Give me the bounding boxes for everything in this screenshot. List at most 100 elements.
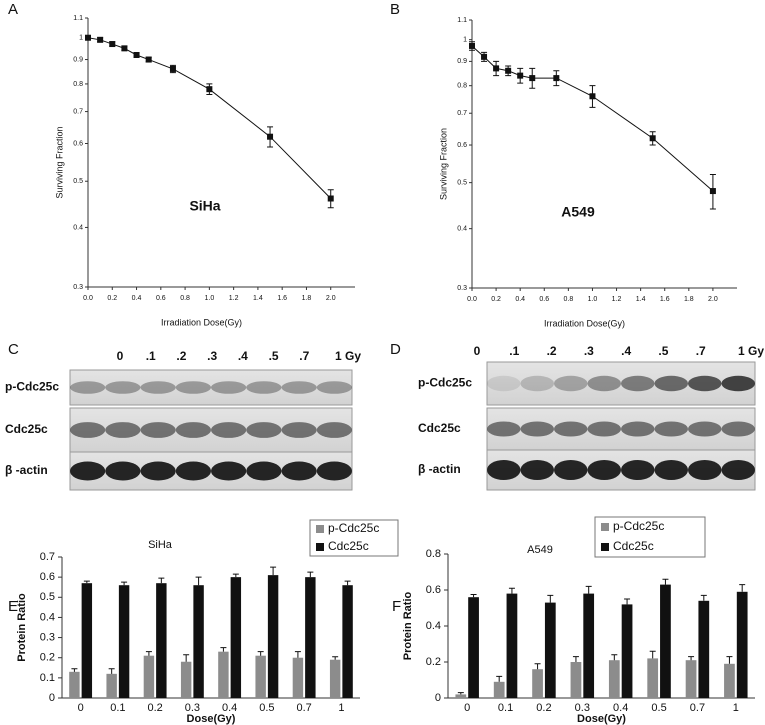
x-tick-label: 0.5 bbox=[651, 702, 666, 714]
x-tick-label: 1.4 bbox=[636, 296, 646, 303]
bar bbox=[180, 661, 192, 698]
error-bar bbox=[662, 578, 669, 585]
lane-label: .5 bbox=[658, 344, 668, 358]
x-tick-label: 0.3 bbox=[185, 702, 200, 714]
y-tick-label: 0.7 bbox=[73, 108, 83, 115]
y-tick-label: 0.4 bbox=[40, 611, 55, 623]
band bbox=[281, 422, 317, 438]
band bbox=[140, 422, 176, 438]
row-label: β -actin bbox=[5, 463, 48, 477]
bar bbox=[292, 657, 304, 698]
error-bar bbox=[121, 581, 128, 586]
band bbox=[721, 421, 755, 437]
marker bbox=[709, 188, 716, 195]
band bbox=[211, 381, 247, 394]
error-bar bbox=[83, 580, 90, 584]
bar bbox=[468, 597, 479, 698]
error-bar bbox=[739, 584, 746, 592]
x-axis-label: Dose(Gy) bbox=[577, 713, 626, 725]
x-tick-label: 0.4 bbox=[132, 295, 142, 302]
band bbox=[688, 460, 722, 480]
y-tick-label: 0.6 bbox=[73, 140, 83, 147]
lane-label: .4 bbox=[621, 344, 631, 358]
bar bbox=[506, 593, 518, 698]
bar bbox=[724, 663, 735, 698]
error-bar bbox=[496, 675, 503, 682]
x-tick-label: 1 bbox=[733, 702, 739, 714]
marker bbox=[517, 72, 524, 79]
band bbox=[316, 381, 352, 394]
y-tick-label: 0.1 bbox=[40, 672, 55, 684]
legend-box bbox=[309, 519, 399, 557]
panel-label: C bbox=[8, 341, 19, 358]
y-axis-label: Protein Ratio bbox=[402, 591, 414, 660]
x-tick-label: 0.1 bbox=[498, 702, 513, 714]
band bbox=[140, 381, 176, 394]
bar bbox=[698, 600, 710, 698]
band bbox=[316, 461, 352, 481]
bar bbox=[583, 593, 595, 698]
x-tick-label: 1 bbox=[338, 702, 344, 714]
band bbox=[688, 375, 722, 392]
bar bbox=[156, 583, 167, 698]
x-tick-label: 0.6 bbox=[156, 295, 166, 302]
y-tick-label: 0.7 bbox=[457, 110, 467, 117]
band bbox=[70, 422, 106, 438]
bar bbox=[143, 655, 155, 698]
band bbox=[211, 461, 247, 481]
lane-label: .2 bbox=[547, 344, 557, 358]
x-tick-label: 0 bbox=[464, 702, 470, 714]
band bbox=[621, 421, 655, 437]
panel-label: E bbox=[8, 598, 18, 615]
bar bbox=[230, 577, 242, 698]
bar bbox=[736, 591, 748, 698]
band bbox=[621, 375, 655, 392]
x-tick-label: 0.0 bbox=[467, 296, 477, 303]
marker bbox=[493, 65, 500, 72]
fit-curve bbox=[87, 37, 332, 199]
error-bar bbox=[700, 594, 707, 601]
error-bar bbox=[457, 692, 464, 695]
lane-label: 0 bbox=[474, 344, 481, 358]
x-tick-label: 1.8 bbox=[684, 296, 694, 303]
band bbox=[654, 375, 688, 392]
marker bbox=[267, 133, 274, 140]
x-tick-label: 1.2 bbox=[229, 295, 239, 302]
y-tick-label: 0.6 bbox=[457, 142, 467, 149]
band bbox=[520, 460, 554, 480]
y-tick-label: 0.5 bbox=[40, 591, 55, 603]
x-tick-label: 0 bbox=[78, 702, 84, 714]
error-bar bbox=[294, 651, 301, 658]
bar bbox=[267, 575, 279, 698]
lane-label: 1 Gy bbox=[738, 344, 764, 358]
y-axis-label: Protein Ratio bbox=[16, 593, 28, 662]
x-tick-label: 0.7 bbox=[690, 702, 705, 714]
error-bar bbox=[307, 571, 314, 578]
x-tick-label: 2.0 bbox=[708, 296, 718, 303]
error-bar bbox=[534, 663, 541, 670]
x-tick-label: 0.2 bbox=[107, 295, 117, 302]
y-tick-label: 0.8 bbox=[73, 81, 83, 88]
y-tick-label: 1.1 bbox=[457, 17, 467, 24]
band bbox=[211, 422, 247, 438]
error-bar bbox=[547, 594, 554, 603]
y-tick-label: 0.2 bbox=[426, 656, 441, 668]
panel-label: F bbox=[392, 598, 401, 615]
marker bbox=[109, 41, 116, 48]
error-bar bbox=[624, 598, 631, 605]
bar bbox=[608, 660, 620, 698]
y-tick-label: 1 bbox=[79, 35, 83, 42]
bar bbox=[621, 604, 633, 698]
bar bbox=[81, 583, 93, 698]
lane-label: 0 bbox=[117, 349, 124, 363]
error-bar bbox=[585, 585, 592, 594]
panel-label: A bbox=[8, 1, 18, 18]
x-tick-label: 0.0 bbox=[83, 295, 93, 302]
y-tick-label: 0.8 bbox=[457, 83, 467, 90]
band bbox=[721, 375, 755, 392]
bar bbox=[660, 584, 671, 698]
band bbox=[621, 460, 655, 480]
error-bar bbox=[158, 577, 165, 584]
marker bbox=[85, 34, 91, 41]
error-bar bbox=[71, 668, 78, 672]
